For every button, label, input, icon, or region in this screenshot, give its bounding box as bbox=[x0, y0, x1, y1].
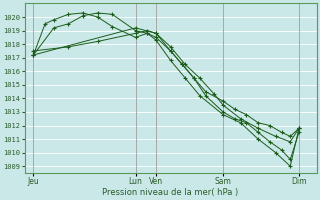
X-axis label: Pression niveau de la mer( hPa ): Pression niveau de la mer( hPa ) bbox=[102, 188, 239, 197]
